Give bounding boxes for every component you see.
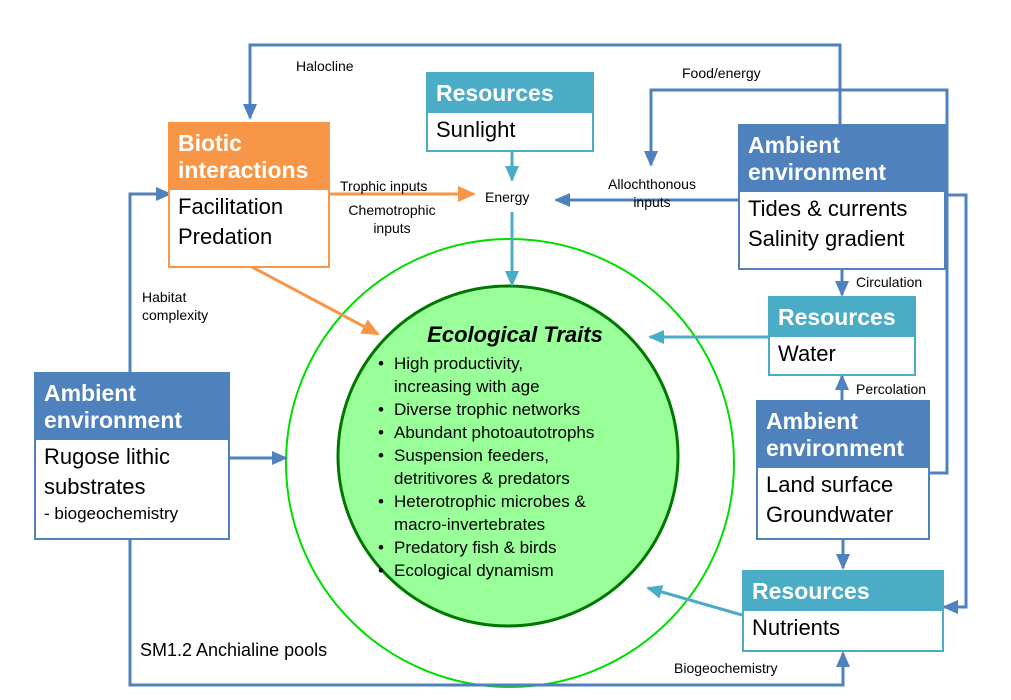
label-percolation: Percolation: [856, 381, 927, 397]
resources-sunlight-header: Resources: [428, 74, 592, 113]
trait-item: Ecological dynamism: [378, 559, 594, 582]
food-energy-arrow: [644, 88, 949, 475]
label-chemotrophic-line1: Chemotrophic: [348, 202, 436, 218]
resources-water-items: Water: [770, 337, 914, 371]
label-allochthonous-line1: Allochthonous: [608, 176, 696, 192]
ambient-rugose-header-line1: Ambient: [44, 380, 136, 406]
ambient-land-items: Land surface Groundwater: [758, 468, 928, 532]
trait-line: increasing with age: [394, 377, 540, 396]
trait-line: Predatory fish & birds: [394, 538, 557, 557]
trait-item: Suspension feeders, detritivores & predat…: [378, 444, 594, 490]
trait-line: Abundant photoautotrophs: [394, 423, 595, 442]
ambient-tides-header-line2: environment: [748, 159, 887, 185]
biotic-traits-arrow: [251, 265, 380, 336]
biotic-item-facilitation: Facilitation: [178, 194, 284, 219]
trait-item: Heterotrophic microbes & macro-invertebra…: [378, 490, 594, 536]
ambient-item-groundwater: Groundwater: [766, 502, 894, 527]
trait-line: Suspension feeders,: [394, 446, 549, 465]
nutrients-traits-arrow: [646, 585, 743, 617]
ambient-rugose-header-line2: environment: [44, 407, 183, 433]
trait-line: Diverse trophic networks: [394, 400, 581, 419]
ambient-land-box: Ambient environment Land surface Groundw…: [756, 400, 930, 540]
ambient-rugose-header: Ambient environment: [36, 374, 228, 440]
biotic-item-predation: Predation: [178, 224, 273, 249]
biotic-items: Facilitation Predation: [170, 190, 328, 254]
traits-title: Ecological Traits: [427, 322, 603, 347]
label-halocline: Halocline: [296, 58, 354, 74]
trait-line: High productivity,: [394, 354, 524, 373]
ambient-land-header-line1: Ambient: [766, 408, 858, 434]
ambient-item-substrates: substrates: [44, 474, 146, 499]
trait-item: Abundant photoautotrophs: [378, 421, 594, 444]
resources-nutrients-box: Resources Nutrients: [742, 570, 944, 652]
ambient-item-land-surface: Land surface: [766, 472, 894, 497]
label-food-energy: Food/energy: [682, 65, 761, 81]
figure-caption: SM1.2 Anchialine pools: [140, 640, 328, 660]
label-allochthonous-line2: inputs: [633, 194, 671, 210]
resources-nutrients-header: Resources: [744, 572, 942, 611]
label-trophic-inputs: Trophic inputs: [340, 178, 428, 194]
ambient-rugose-items: Rugose lithic substrates - biogeochemist…: [36, 440, 228, 528]
trait-item: Diverse trophic networks: [378, 398, 594, 421]
label-circulation: Circulation: [856, 274, 923, 290]
biotic-header-line2: interactions: [178, 157, 309, 183]
tides-nutrients-arrow: [942, 193, 968, 614]
label-chemotrophic-line2: inputs: [373, 220, 411, 236]
biotic-header: Biotic interactions: [170, 124, 328, 190]
ambient-land-header-line2: environment: [766, 435, 905, 461]
ambient-rugose-box: Ambient environment Rugose lithic substr…: [34, 372, 230, 540]
resources-nutrients-items: Nutrients: [744, 611, 942, 645]
ambient-item-tides: Tides & currents: [748, 196, 908, 221]
ambient-item-rugose: Rugose lithic: [44, 444, 170, 469]
label-habitat-complexity: Habitat complexity: [142, 288, 208, 324]
ambient-tides-header-line1: Ambient: [748, 132, 840, 158]
trait-line: detritivores & predators: [394, 469, 570, 488]
label-habitat-line2: complexity: [142, 307, 209, 323]
label-chemotrophic-inputs: Chemotrophic inputs: [340, 201, 444, 237]
label-habitat-line1: Habitat: [142, 289, 187, 305]
halocline-arrow: [243, 43, 842, 124]
resources-sunlight-box: Resources Sunlight: [426, 72, 594, 152]
label-allochthonous-inputs: Allochthonous inputs: [596, 175, 708, 211]
ambient-tides-items: Tides & currents Salinity gradient: [740, 192, 944, 256]
trait-item: High productivity, increasing with age: [378, 352, 594, 398]
resources-water-header: Resources: [770, 298, 914, 337]
trait-line: Heterotrophic microbes &: [394, 492, 586, 511]
trait-line: macro-invertebrates: [394, 515, 546, 534]
trait-item: Predatory fish & birds: [378, 536, 594, 559]
label-biogeochemistry: Biogeochemistry: [674, 660, 778, 676]
ambient-tides-box: Ambient environment Tides & currents Sal…: [738, 124, 946, 270]
biotic-header-line1: Biotic: [178, 130, 242, 156]
ambient-item-salinity: Salinity gradient: [748, 226, 905, 251]
biotic-interactions-box: Biotic interactions Facilitation Predati…: [168, 122, 330, 268]
resource-water: Water: [778, 341, 836, 366]
resources-water-box: Resources Water: [768, 296, 916, 376]
trait-line: Ecological dynamism: [394, 561, 554, 580]
traits-list: High productivity, increasing with age Di…: [378, 352, 594, 582]
label-energy: Energy: [485, 189, 530, 205]
ambient-land-header: Ambient environment: [758, 402, 928, 468]
habitat-complexity-arrow: [128, 187, 172, 372]
resource-nutrients: Nutrients: [752, 615, 841, 640]
resource-sunlight: Sunlight: [436, 117, 516, 142]
ambient-tides-header: Ambient environment: [740, 126, 944, 192]
biogeochemistry-arrow: [128, 540, 850, 687]
ambient-item-biogeochemistry: - biogeochemistry: [44, 504, 179, 523]
resources-sunlight-items: Sunlight: [428, 113, 592, 147]
